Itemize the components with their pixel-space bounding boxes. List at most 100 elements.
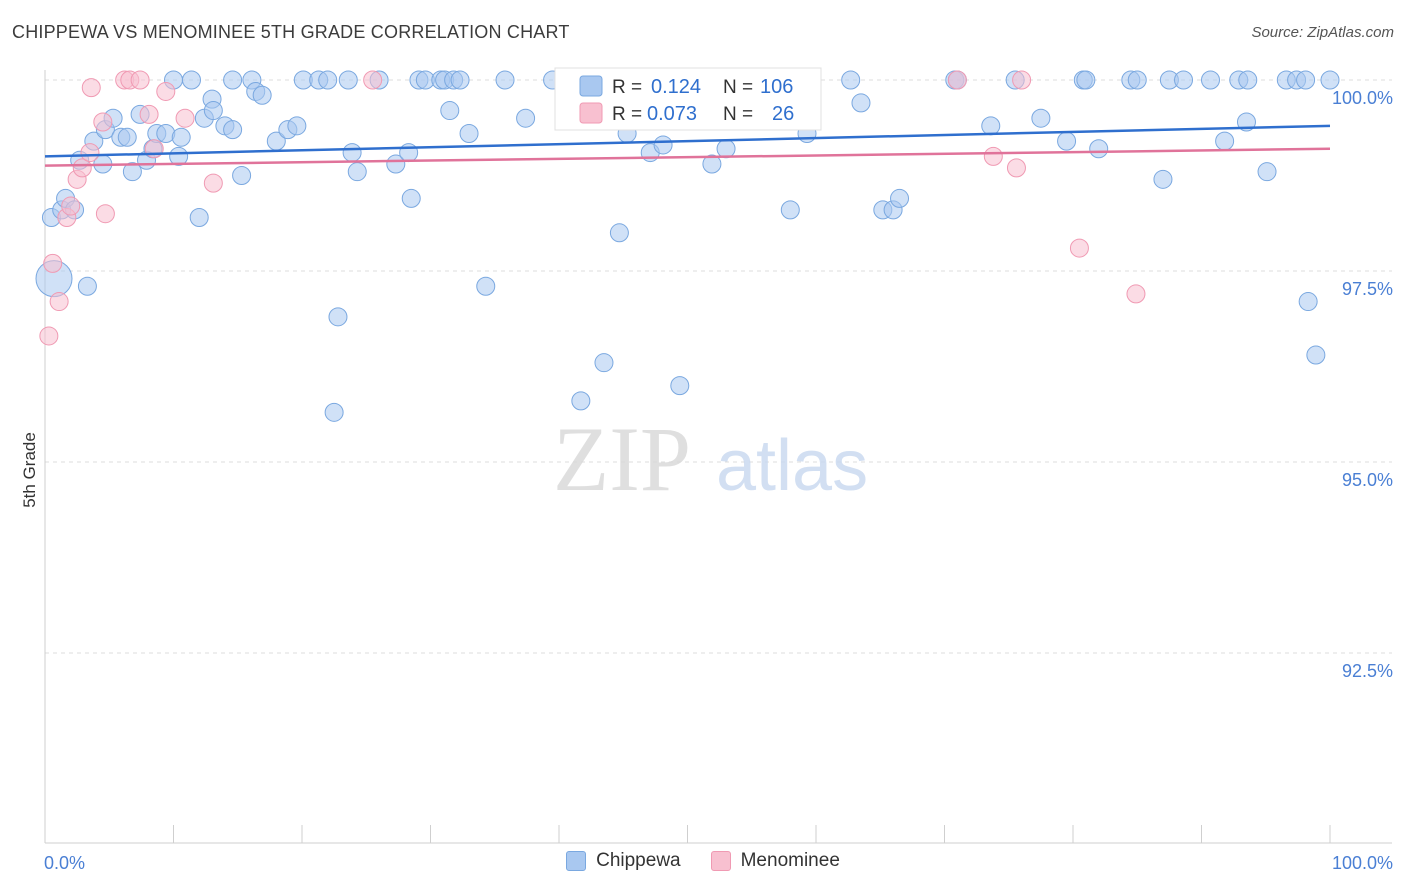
point-chippewa: [476, 276, 496, 296]
point-menominee: [81, 78, 101, 98]
point-chippewa: [287, 116, 307, 136]
y-tick-label: 97.5%: [1342, 279, 1393, 299]
point-chippewa: [328, 307, 348, 327]
watermark-atlas: atlas: [716, 426, 868, 506]
legend-label-chippewa: Chippewa: [596, 850, 681, 871]
point-chippewa: [1238, 70, 1258, 90]
point-chippewa: [1174, 70, 1194, 90]
point-menominee: [156, 81, 176, 101]
bottom-legend: Chippewa Menominee: [0, 850, 1406, 872]
point-menominee: [49, 292, 69, 312]
point-menominee: [72, 158, 92, 178]
x-tick-label: 0.0%: [44, 853, 85, 873]
point-menominee: [61, 196, 81, 216]
point-chippewa: [181, 70, 201, 90]
point-menominee: [363, 70, 383, 90]
axes: 100.0% 97.5% 95.0% 92.5% 0.0% 100.0%: [44, 70, 1393, 873]
point-menominee: [1126, 284, 1146, 304]
y-tick-label: 100.0%: [1332, 88, 1393, 108]
trend-lines: [44, 124, 1331, 167]
point-chippewa: [841, 70, 861, 90]
point-menominee: [93, 112, 113, 132]
point-menominee: [203, 173, 223, 193]
stats-r-label-chippewa: R =: [612, 77, 642, 98]
point-chippewa: [232, 166, 252, 185]
point-menominee: [39, 326, 59, 346]
point-chippewa: [653, 135, 673, 155]
source-note: Source: ZipAtlas.com: [1251, 24, 1394, 41]
stats-r-value-menominee: 0.073: [647, 103, 697, 125]
point-chippewa: [495, 70, 515, 90]
legend-swatch-chippewa: [566, 851, 587, 871]
point-chippewa: [77, 276, 97, 296]
point-chippewa: [401, 188, 421, 208]
legend-item-menominee: Menominee: [710, 850, 840, 872]
stats-legend: R = 0.124 N = 106 R = 0.073 N = 26: [554, 67, 822, 131]
point-menominee: [1012, 70, 1032, 90]
point-chippewa: [1298, 292, 1318, 312]
menominee-swatch: [579, 102, 603, 124]
point-menominee: [43, 253, 63, 273]
trend-line-menominee: [44, 147, 1331, 167]
point-chippewa: [1127, 70, 1147, 90]
point-chippewa: [702, 154, 722, 174]
point-chippewa: [386, 154, 406, 174]
point-chippewa: [1200, 70, 1220, 90]
point-menominee: [947, 70, 967, 90]
point-chippewa: [342, 143, 362, 163]
point-chippewa: [122, 162, 142, 182]
point-menominee: [130, 70, 150, 90]
point-chippewa: [670, 376, 690, 396]
legend-label-menominee: Menominee: [740, 850, 840, 871]
point-chippewa: [440, 101, 460, 121]
point-chippewa: [223, 120, 243, 140]
point-chippewa: [1320, 70, 1340, 90]
point-chippewa: [1031, 108, 1051, 128]
point-chippewa: [318, 70, 338, 90]
point-chippewa: [1257, 162, 1277, 182]
point-chippewa: [780, 200, 800, 220]
stats-r-label-menominee: R =: [612, 104, 642, 125]
chart-title: CHIPPEWA VS MENOMINEE 5TH GRADE CORRELAT…: [12, 22, 570, 42]
point-menominee: [95, 204, 115, 224]
point-chippewa: [1215, 131, 1235, 151]
stats-n-value-chippewa: 106: [760, 76, 793, 98]
point-chippewa: [171, 127, 191, 147]
legend-swatch-menominee: [710, 851, 731, 871]
trend-line-chippewa: [44, 124, 1331, 158]
point-chippewa: [117, 127, 137, 147]
point-chippewa: [981, 116, 1001, 136]
legend-item-chippewa: Chippewa: [566, 850, 681, 872]
point-chippewa: [851, 93, 871, 113]
watermark-zip: ZIP: [553, 408, 691, 510]
point-chippewa: [338, 70, 358, 90]
point-chippewa: [324, 402, 344, 422]
point-chippewa: [1057, 131, 1077, 151]
stats-n-label-chippewa: N =: [723, 77, 753, 98]
point-chippewa: [223, 70, 243, 90]
y-tick-label: 92.5%: [1342, 661, 1393, 681]
point-chippewa: [450, 70, 470, 90]
point-chippewa: [609, 223, 629, 243]
point-chippewa: [594, 353, 614, 373]
point-chippewa: [459, 123, 479, 143]
point-chippewa: [1089, 139, 1109, 159]
point-chippewa: [347, 162, 367, 182]
stats-r-value-chippewa: 0.124: [651, 76, 701, 98]
point-chippewa: [203, 101, 223, 121]
point-menominee: [139, 104, 159, 124]
y-tick-label: 95.0%: [1342, 470, 1393, 490]
y-axis-label: 5th Grade: [20, 432, 39, 508]
stats-n-value-menominee: 26: [772, 103, 794, 125]
point-chippewa: [1296, 70, 1316, 90]
point-chippewa: [399, 143, 419, 163]
point-chippewa: [1153, 169, 1173, 189]
point-chippewa: [1076, 70, 1096, 90]
point-chippewa: [1306, 345, 1326, 365]
point-menominee: [1069, 238, 1089, 258]
point-menominee: [80, 143, 100, 163]
point-chippewa: [252, 85, 272, 105]
point-chippewa: [716, 139, 736, 159]
point-chippewa: [571, 391, 591, 411]
